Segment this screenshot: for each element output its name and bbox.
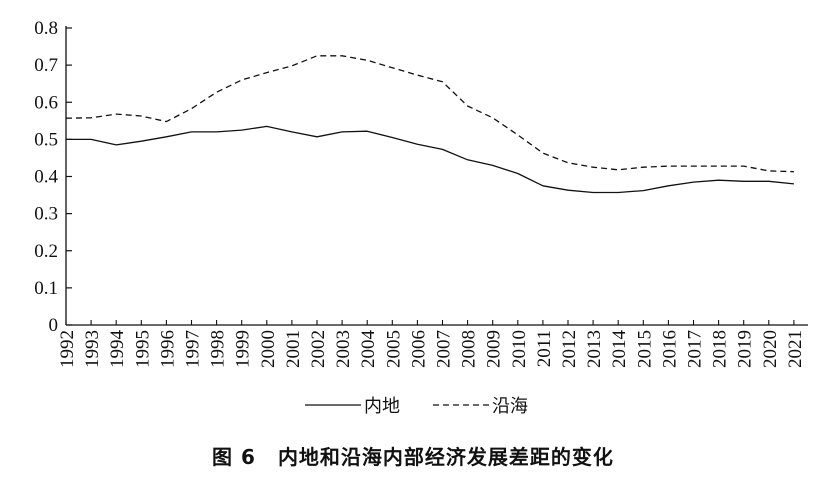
x-tick-label: 2012 xyxy=(559,330,580,368)
y-tick-label: 0.2 xyxy=(34,241,58,262)
x-tick-label: 2009 xyxy=(484,330,505,368)
x-tick-label: 2005 xyxy=(383,330,404,368)
x-tick-label: 2018 xyxy=(710,330,731,368)
x-tick-label: 1999 xyxy=(233,330,254,368)
y-tick-label: 0.7 xyxy=(34,55,58,76)
y-tick-label: 0 xyxy=(49,315,59,336)
x-tick-label: 2017 xyxy=(685,330,706,368)
x-tick-label: 1998 xyxy=(208,330,229,368)
y-axis: 0 0.1 0.2 0.3 0.4 0.5 0.6 0.7 0.8 xyxy=(34,18,72,336)
x-tick-label: 2020 xyxy=(760,330,781,368)
figure-title: 内地和沿海内部经济发展差距的变化 xyxy=(277,445,614,469)
legend-label-coastal: 沿海 xyxy=(492,396,528,417)
x-tick-label: 1992 xyxy=(57,330,78,368)
x-tick-label: 2013 xyxy=(584,330,605,368)
x-tick-label: 2010 xyxy=(509,330,530,368)
y-tick-label: 0.8 xyxy=(34,18,58,39)
y-tick-label: 0.4 xyxy=(34,167,58,188)
x-tick-label: 2021 xyxy=(785,330,806,368)
x-tick-label: 2006 xyxy=(408,330,429,368)
x-tick-label: 1997 xyxy=(183,330,204,368)
y-tick-label: 0.6 xyxy=(34,92,58,113)
x-tick-label: 2003 xyxy=(333,330,354,368)
x-tick-label: 1994 xyxy=(107,330,128,369)
x-tick-label: 2016 xyxy=(659,330,680,368)
x-tick-label: 2000 xyxy=(258,330,279,368)
figure-number: 图 6 xyxy=(212,445,256,469)
legend: 内地 沿海 xyxy=(305,396,528,417)
figure-caption: 图 6 内地和沿海内部经济发展差距的变化 xyxy=(0,441,826,470)
x-tick-label: 1996 xyxy=(157,330,178,368)
series-line-inland xyxy=(66,125,794,194)
x-tick-label: 2008 xyxy=(459,330,480,368)
y-tick-label: 0.3 xyxy=(34,204,58,225)
x-tick-label: 2002 xyxy=(308,330,329,368)
y-tick-label: 0.1 xyxy=(34,278,58,299)
series-line-coastal xyxy=(65,55,794,173)
x-tick-label: 1995 xyxy=(132,330,153,368)
x-axis: 1992 1993 1994 1995 1996 1997 1998 1999 2000 2001… xyxy=(57,320,806,368)
legend-label-inland: 内地 xyxy=(364,396,400,417)
y-tick-label: 0.5 xyxy=(34,129,58,150)
x-tick-label: 2001 xyxy=(283,330,304,368)
x-tick-label: 2011 xyxy=(534,330,555,367)
x-tick-label: 2015 xyxy=(634,330,655,368)
x-tick-label: 2014 xyxy=(609,330,630,369)
plot-frame xyxy=(65,26,808,326)
x-tick-label: 2007 xyxy=(434,330,455,368)
series-layer xyxy=(65,55,794,194)
x-tick-label: 2004 xyxy=(358,330,379,369)
x-tick-label: 1993 xyxy=(82,330,103,368)
x-tick-label: 2019 xyxy=(735,330,756,368)
